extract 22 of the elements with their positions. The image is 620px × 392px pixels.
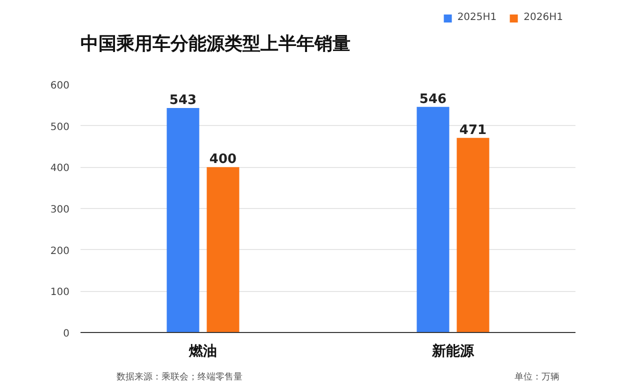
y-tick-label: 300 [50,204,70,216]
data-label: 543 [169,93,197,108]
bar [166,108,200,332]
chart-title: 中国乘用车分能源类型上半年销量 [80,34,350,54]
bar [456,138,490,332]
x-tick-label: 新能源 [431,342,475,360]
legend-label: 2025H1 [457,12,497,23]
x-tick-label: 燃油 [188,344,217,360]
legend-label: 2026H1 [524,12,563,23]
y-tick-label: 500 [50,122,70,133]
source-note: 数据来源：乘联会；终端零售量 [116,372,242,382]
y-tick-label: 100 [50,287,70,298]
y-tick-label: 400 [50,163,70,174]
bar [206,167,240,332]
data-label: 400 [209,152,237,168]
data-label: 471 [459,122,487,138]
data-label: 546 [419,92,447,107]
y-tick-label: 0 [63,328,70,340]
bar [416,106,450,332]
y-tick-label: 200 [50,246,70,257]
y-tick-label: 600 [50,80,70,92]
text: 单位：万辆 [514,372,560,382]
